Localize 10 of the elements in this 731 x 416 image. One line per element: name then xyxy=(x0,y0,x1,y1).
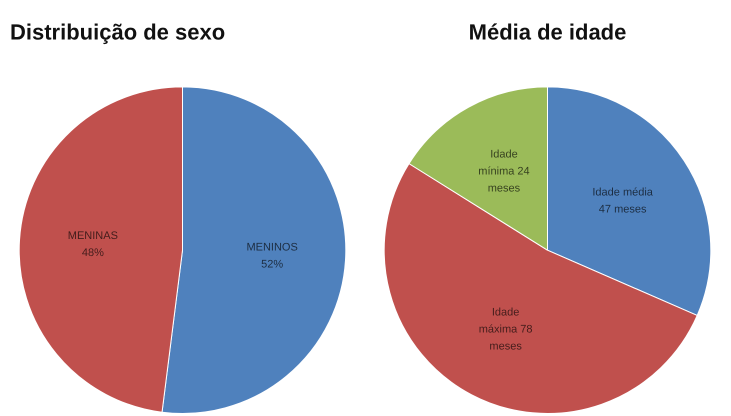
slice-label: MENINOS xyxy=(246,241,298,254)
chart-title: Distribuição de sexo xyxy=(10,19,226,44)
slice-label: Idade média xyxy=(592,186,654,199)
data-label: 52% xyxy=(261,258,284,270)
slice-label: Idade mínima 24 meses xyxy=(478,148,530,195)
slice-label: MENINAS xyxy=(68,230,118,242)
data-label: 47 meses xyxy=(598,204,647,216)
slice-label: Idade máxima 78 meses xyxy=(478,306,533,353)
data-label: 48% xyxy=(82,247,104,260)
chart-title: Média de idade xyxy=(468,19,626,44)
